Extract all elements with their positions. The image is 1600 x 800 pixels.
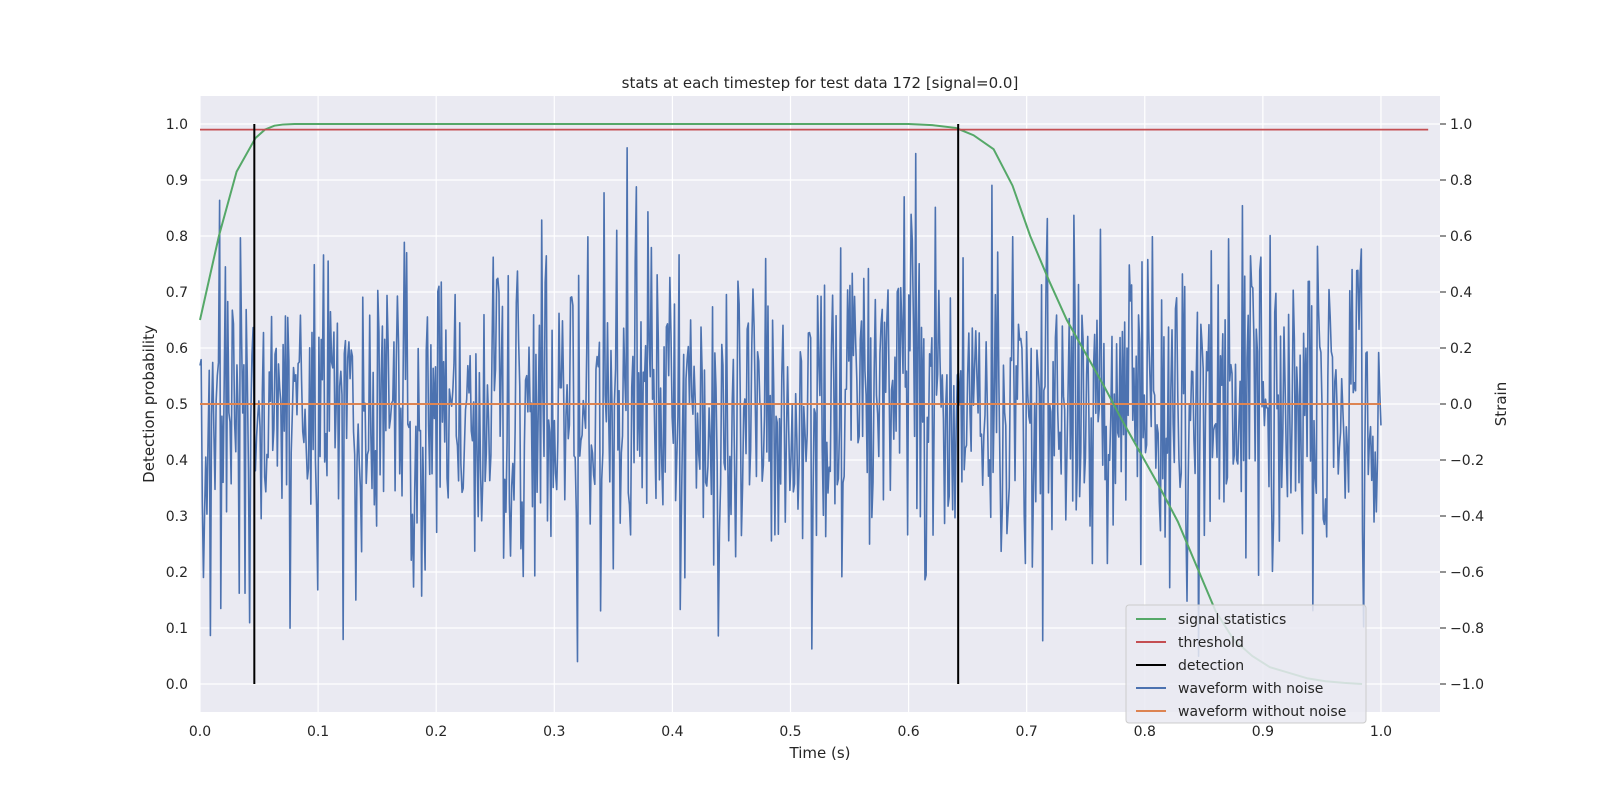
legend-label: waveform with noise xyxy=(1178,681,1323,697)
y-tick-label-right: −1.0 xyxy=(1450,677,1484,693)
legend-box xyxy=(1125,604,1367,724)
y-tick-label-left: 0.9 xyxy=(166,173,188,189)
x-tick-label: 0.1 xyxy=(307,724,329,740)
chart-title: stats at each timestep for test data 172… xyxy=(622,74,1019,92)
x-tick-label: 0.8 xyxy=(1134,724,1156,740)
y-tick-label-left: 0.1 xyxy=(166,621,188,637)
series-waveform-with-noise xyxy=(199,147,1382,663)
y-tick-label-right: 0.0 xyxy=(1450,397,1472,413)
legend: signal statistics threshold detection wavef… xyxy=(1125,604,1367,724)
legend-label: detection xyxy=(1178,658,1244,674)
y-tick-label-left: 0.5 xyxy=(166,397,188,413)
legend-label: threshold xyxy=(1178,635,1244,651)
y-tick-label-left: 1.0 xyxy=(166,117,188,133)
y-tick-label-left: 0.4 xyxy=(166,453,188,469)
y-tick-label-left: 0.6 xyxy=(166,341,188,357)
legend-label: waveform without noise xyxy=(1178,704,1346,720)
x-tick-label: 0.2 xyxy=(425,724,447,740)
y-tick-label-right: −0.4 xyxy=(1450,509,1484,525)
x-tick-label: 0.0 xyxy=(189,724,211,740)
y-axis-label-right: Strain xyxy=(1492,382,1510,426)
series-layer xyxy=(199,123,1429,685)
y-tick-label-right: −0.6 xyxy=(1450,565,1484,581)
y-tick-label-left: 0.2 xyxy=(166,565,188,581)
y-tick-label-right: 0.4 xyxy=(1450,285,1472,301)
x-tick-label: 0.5 xyxy=(779,724,801,740)
y-tick-label-right: 0.6 xyxy=(1450,229,1472,245)
legend-label: signal statistics xyxy=(1178,612,1286,628)
x-axis-label: Time (s) xyxy=(789,744,851,762)
x-tick-label: 0.7 xyxy=(1016,724,1038,740)
y-tick-label-right: 1.0 xyxy=(1450,117,1472,133)
x-tick-label: 0.3 xyxy=(543,724,565,740)
y-tick-label-right: 0.2 xyxy=(1450,341,1472,357)
y-axis-label-left: Detection probability xyxy=(140,325,158,483)
y-tick-label-left: 0.8 xyxy=(166,229,188,245)
y-tick-label-right: 0.8 xyxy=(1450,173,1472,189)
y-tick-label-left: 0.0 xyxy=(166,677,188,693)
ticks: 0.0 0.1 0.2 0.3 0.4 0.5 0.6 0.7 0.8 0.9 1.0 0.0 0.1 0… xyxy=(166,117,1484,740)
y-tick-label-right: −0.2 xyxy=(1450,453,1484,469)
x-tick-label: 0.9 xyxy=(1252,724,1274,740)
y-tick-label-left: 0.7 xyxy=(166,285,188,301)
y-tick-label-left: 0.3 xyxy=(166,509,188,525)
y-tick-label-right: −0.8 xyxy=(1450,621,1484,637)
x-tick-label: 0.4 xyxy=(661,724,683,740)
x-tick-label: 0.6 xyxy=(897,724,919,740)
x-tick-label: 1.0 xyxy=(1370,724,1392,740)
